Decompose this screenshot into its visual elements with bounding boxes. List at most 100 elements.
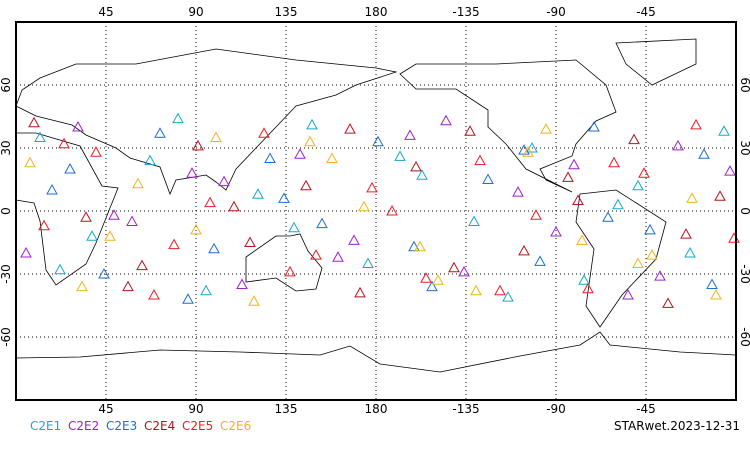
triangle-point <box>108 209 120 220</box>
triangle-point <box>690 118 702 130</box>
triangle-point <box>76 280 88 292</box>
triangle-point <box>672 139 684 151</box>
triangle-point <box>582 282 594 294</box>
triangle-point <box>300 179 312 191</box>
triangle-point <box>530 209 542 220</box>
x-tick-label: -135 <box>452 402 479 416</box>
y-tick-label: -30 <box>738 264 750 284</box>
triangle-point <box>228 200 240 212</box>
triangle-point <box>408 240 420 252</box>
triangle-point <box>448 261 460 273</box>
triangle-point <box>362 257 374 268</box>
triangle-point <box>482 173 494 184</box>
triangle-point <box>628 133 640 145</box>
triangle-point <box>284 265 296 277</box>
x-tick-label: -90 <box>546 402 566 416</box>
triangle-point <box>474 154 486 166</box>
x-tick-label: 45 <box>98 5 113 19</box>
x-tick-label: -45 <box>636 402 656 416</box>
legend-entry: C2E1 <box>30 419 61 433</box>
triangle-point <box>20 246 32 258</box>
triangle-point <box>654 270 666 281</box>
triangle-point <box>568 158 580 170</box>
triangle-point <box>38 219 50 231</box>
triangle-point <box>148 288 160 300</box>
triangle-point <box>154 127 166 138</box>
y-tick-label: 30 <box>738 140 750 155</box>
triangle-point <box>416 169 428 180</box>
triangle-point <box>608 156 620 168</box>
x-tick-label: 90 <box>188 402 203 416</box>
triangle-point <box>526 141 538 153</box>
triangle-point <box>458 265 470 277</box>
triangle-point <box>718 125 730 136</box>
triangle-point <box>572 194 584 205</box>
x-tick-label: -90 <box>546 5 566 19</box>
triangle-point <box>502 291 514 302</box>
triangle-point <box>522 146 534 157</box>
triangle-point <box>494 284 506 296</box>
triangle-point <box>540 123 552 134</box>
x-tick-label: 180 <box>365 402 388 416</box>
africa <box>15 132 119 286</box>
triangle-point <box>646 249 658 260</box>
triangle-point <box>144 154 156 166</box>
triangle-point <box>136 259 148 271</box>
x-tick-label: -45 <box>636 5 656 19</box>
triangle-point <box>236 278 248 289</box>
triangle-point <box>464 125 476 136</box>
antarctica <box>15 331 737 373</box>
triangle-point <box>348 234 360 245</box>
plot-frame <box>15 21 737 401</box>
triangle-point <box>706 278 718 289</box>
y-tick-label: -30 <box>0 264 13 284</box>
triangle-point <box>372 135 384 147</box>
coastlines <box>15 38 737 373</box>
triangle-point <box>294 148 306 159</box>
triangle-point <box>258 127 270 138</box>
triangle-point <box>632 179 644 191</box>
triangle-point <box>204 196 216 208</box>
triangle-point <box>168 238 180 250</box>
greenland <box>615 38 697 86</box>
triangle-point <box>468 215 480 226</box>
triangle-point <box>126 215 138 226</box>
triangle-point <box>218 175 230 187</box>
x-tick-label: 135 <box>275 5 298 19</box>
triangle-point <box>562 171 574 182</box>
triangle-point <box>728 232 740 243</box>
triangle-point <box>58 137 70 149</box>
triangle-point <box>122 280 134 292</box>
annotation: STARwet.2023-12-31 <box>614 419 740 433</box>
triangle-point <box>686 192 698 203</box>
y-tick-label: 60 <box>0 77 13 92</box>
y-tick-label: 0 <box>0 207 13 215</box>
triangle-point <box>46 183 58 195</box>
triangle-point <box>278 192 290 203</box>
triangle-point <box>310 249 322 260</box>
triangle-point <box>644 223 656 235</box>
eurasia <box>15 48 398 196</box>
legend-entry: C2E3 <box>106 419 137 433</box>
triangle-point <box>192 139 204 151</box>
triangle-point <box>698 148 710 159</box>
triangle-point <box>354 286 366 298</box>
triangle-point <box>80 211 92 222</box>
triangle-point <box>394 150 406 161</box>
triangle-point <box>326 152 338 163</box>
legend-entry: C2E4 <box>144 419 175 433</box>
triangle-point <box>316 217 328 229</box>
triangle-point <box>622 288 634 300</box>
triangle-point <box>386 204 398 216</box>
triangle-point <box>252 188 264 199</box>
triangle-point <box>24 156 36 168</box>
triangle-point <box>512 186 524 197</box>
triangle-point <box>210 131 222 142</box>
triangle-point <box>90 146 102 157</box>
triangle-point <box>34 131 46 142</box>
triangle-point <box>98 267 110 279</box>
triangle-point <box>612 198 624 210</box>
south-america <box>575 189 667 328</box>
triangle-point <box>54 263 66 275</box>
